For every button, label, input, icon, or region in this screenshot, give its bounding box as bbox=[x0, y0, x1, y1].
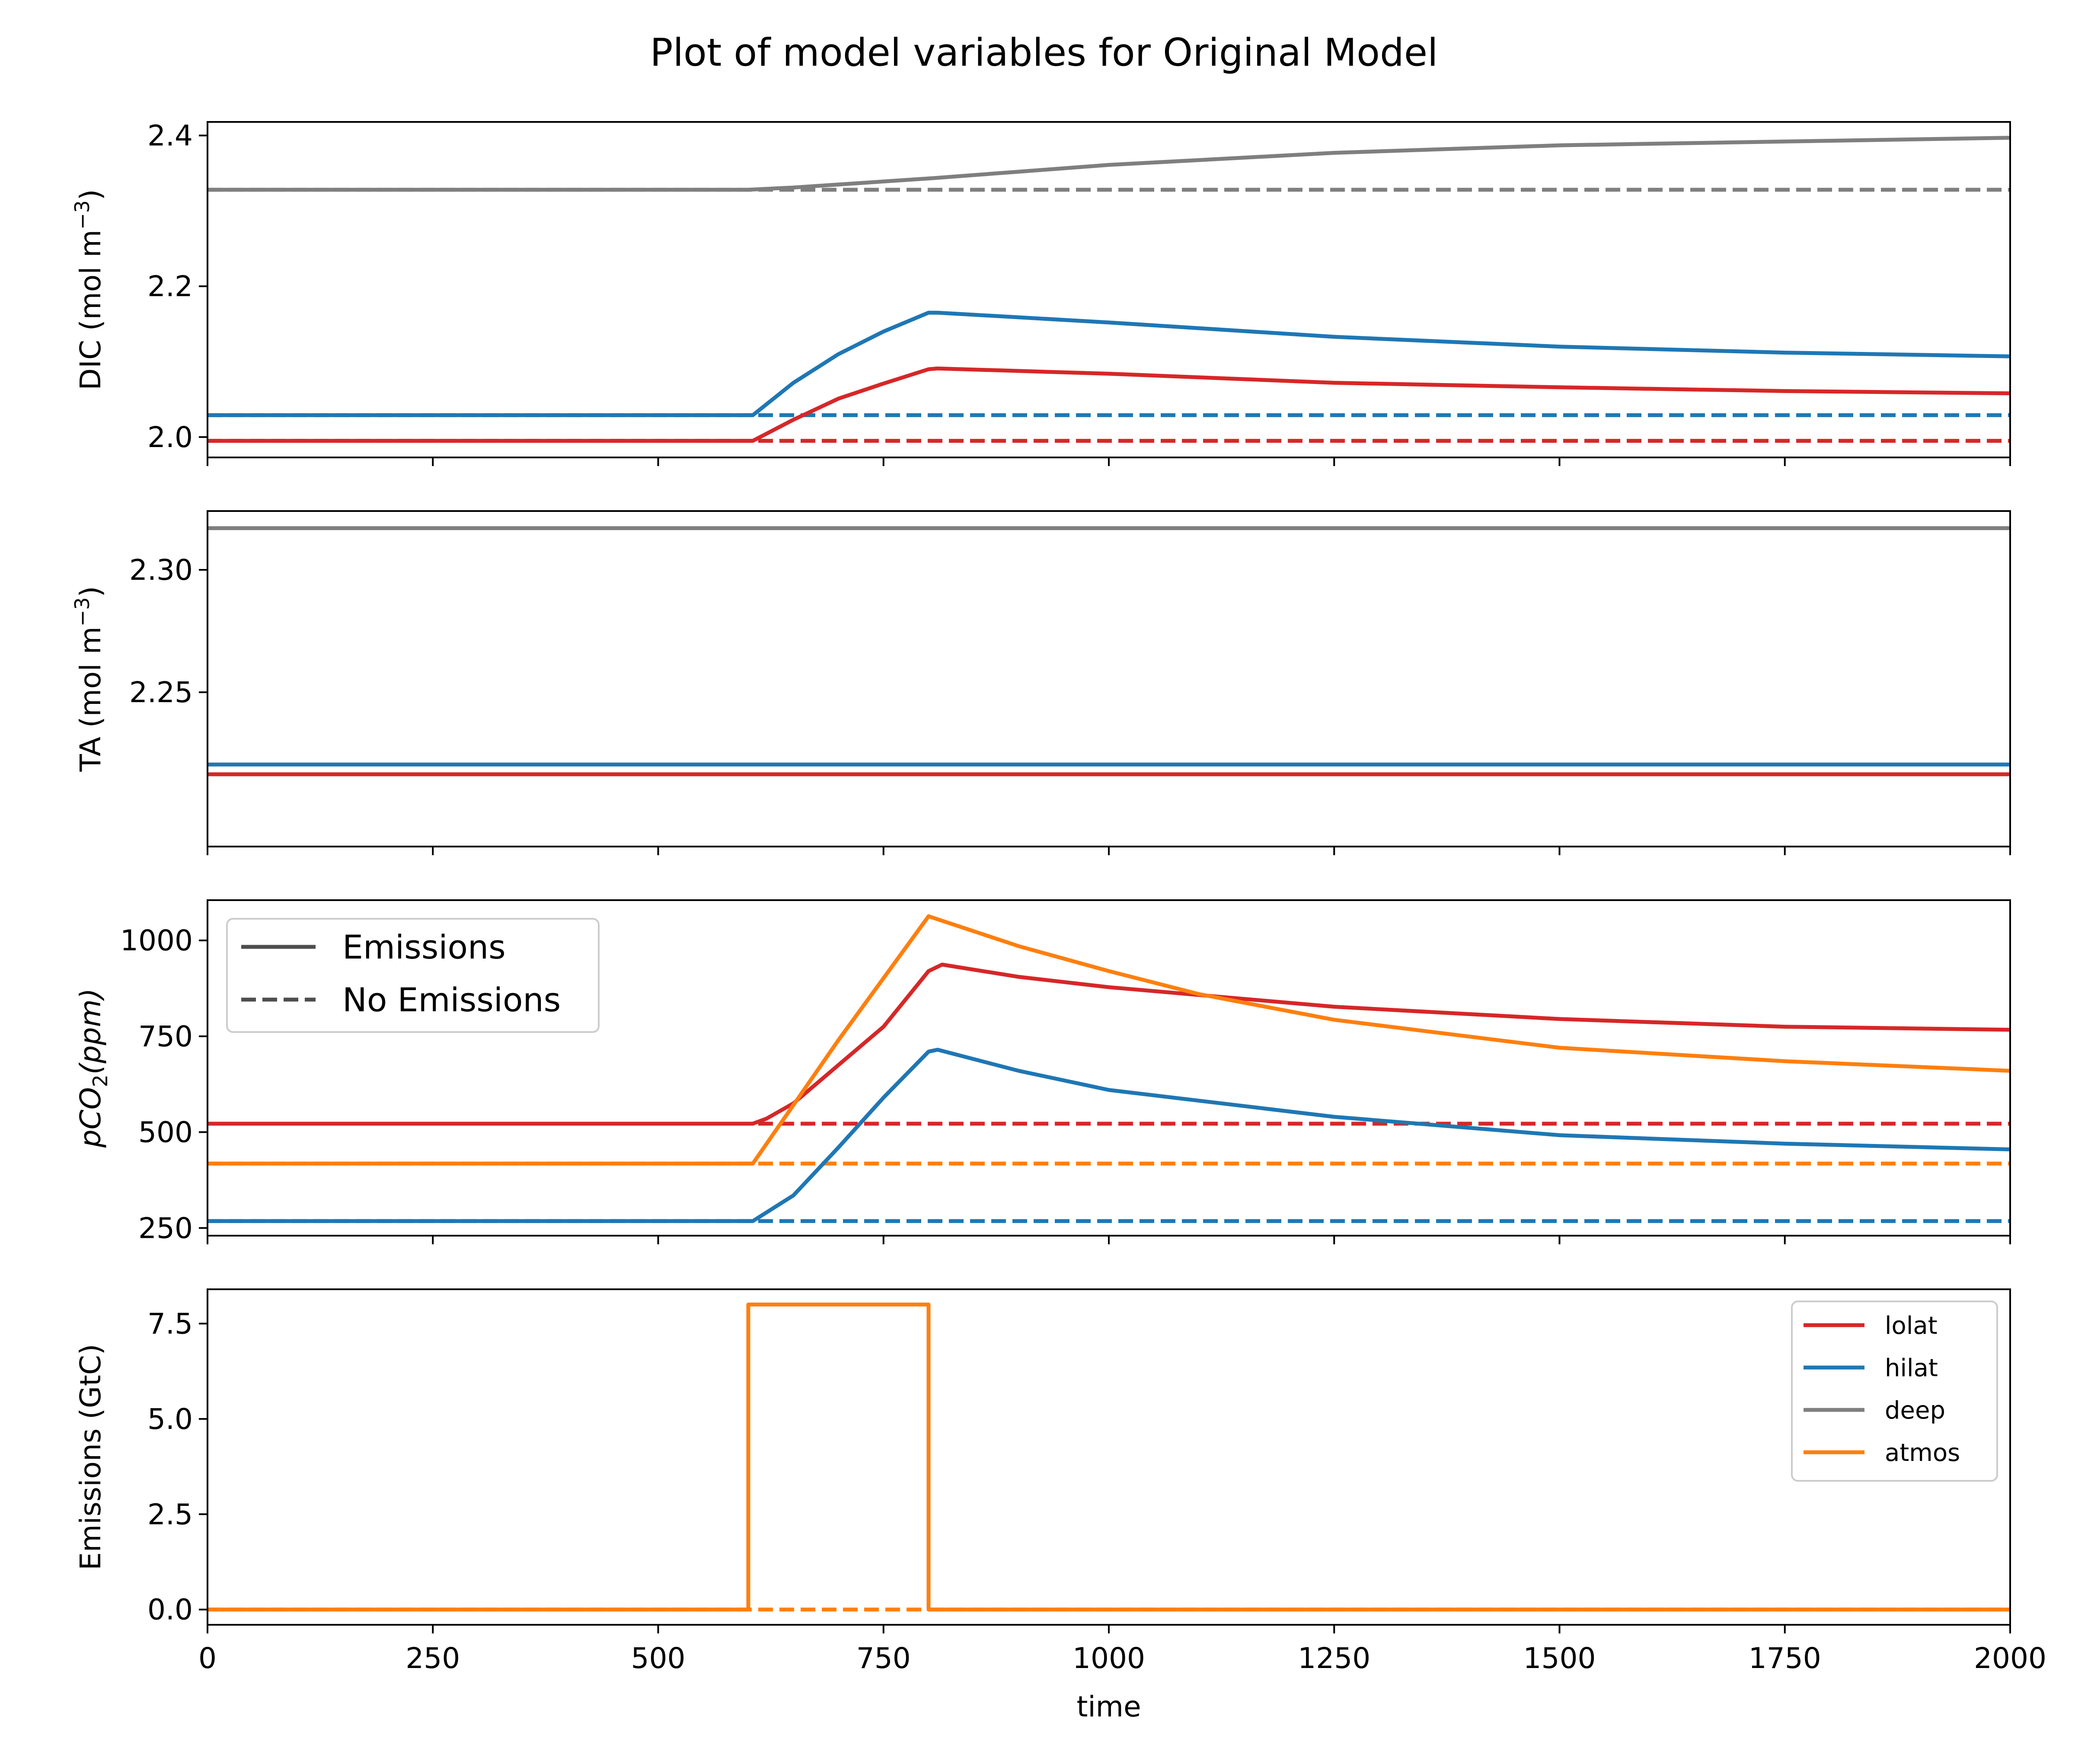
y-tick-label-dic: 2.0 bbox=[147, 421, 193, 454]
style-legend: Emissions No Emissions bbox=[226, 918, 600, 1033]
series-legend-label-hilat: hilat bbox=[1885, 1354, 1938, 1382]
x-tick-label: 750 bbox=[856, 1642, 911, 1675]
y-tick-label-pco2: 750 bbox=[138, 1020, 193, 1053]
panel-ta-series bbox=[208, 526, 2010, 777]
chart-title: Plot of model variables for Original Mod… bbox=[650, 30, 1438, 75]
series-line-pco2-hilat-emissions bbox=[208, 1048, 2010, 1223]
style-legend-label: Emissions bbox=[342, 928, 506, 966]
x-tick-label: 1250 bbox=[1298, 1642, 1370, 1675]
y-axis-label-sub: 2 bbox=[89, 1074, 112, 1087]
series-line-dic-hilat-emissions bbox=[208, 310, 2010, 417]
x-tick-label: 250 bbox=[405, 1642, 460, 1675]
y-tick-label-pco2: 500 bbox=[138, 1116, 193, 1149]
y-axis-label-sup: −3 bbox=[70, 200, 94, 230]
y-tick-label-dic: 2.2 bbox=[147, 270, 193, 303]
y-axis-label-tail: ) bbox=[74, 189, 107, 201]
series-legend-box bbox=[1791, 1301, 1998, 1482]
y-axis-label-tail: ) bbox=[74, 586, 107, 598]
series-legend-label-atmos: atmos bbox=[1885, 1439, 1960, 1467]
y-tick-label-dic: 2.4 bbox=[147, 119, 193, 152]
x-tick-label: 1000 bbox=[1073, 1642, 1145, 1675]
series-legend: lolat hilat deep atmos bbox=[1791, 1301, 1998, 1482]
y-axis-label-tail: (ppm) bbox=[74, 988, 107, 1075]
panel-dic-series bbox=[208, 136, 2010, 443]
y-tick-label-pco2: 250 bbox=[138, 1211, 193, 1245]
style-legend-box bbox=[226, 918, 600, 1033]
y-tick-label-emissions: 0.0 bbox=[147, 1593, 193, 1627]
series-legend-label-lolat: lolat bbox=[1885, 1312, 1938, 1340]
series-line-dic-lolat-emissions bbox=[208, 366, 2010, 443]
panel-pco2-series bbox=[208, 914, 2010, 1223]
series-line-dic-deep-emissions bbox=[208, 136, 2010, 192]
panel-emissions-series bbox=[208, 1302, 2010, 1612]
y-tick-label-ta: 2.25 bbox=[129, 676, 193, 709]
x-tick-label: 1750 bbox=[1749, 1642, 1821, 1675]
y-tick-label-emissions: 2.5 bbox=[147, 1498, 193, 1531]
y-tick-label-ta: 2.30 bbox=[129, 553, 193, 587]
x-tick-label: 0 bbox=[198, 1642, 217, 1675]
x-tick-label: 2000 bbox=[1974, 1642, 2046, 1675]
series-line-pco2-atmos-emissions bbox=[208, 914, 2010, 1166]
y-axis-label-pco2: pCO2(ppm) bbox=[74, 988, 112, 1148]
style-legend-label: No Emissions bbox=[342, 981, 561, 1019]
series-line-emissions-atmos-emissions bbox=[208, 1302, 2010, 1612]
y-tick-label-pco2: 1000 bbox=[120, 924, 193, 957]
series-line-pco2-lolat-emissions bbox=[208, 962, 2010, 1126]
y-tick-label-emissions: 5.0 bbox=[147, 1403, 193, 1436]
panel-emissions: 0.0 2.5 5.0 7.5 0 250 500 750 1000 1250 1500 1750 20… bbox=[74, 1288, 2046, 1723]
series-legend-label-deep: deep bbox=[1885, 1396, 1945, 1425]
x-tick-label: 1500 bbox=[1523, 1642, 1596, 1675]
y-axis-label-emissions: Emissions (GtC) bbox=[74, 1344, 107, 1570]
y-axis-label-main: pCO bbox=[74, 1087, 107, 1148]
x-tick-label: 500 bbox=[631, 1642, 686, 1675]
y-tick-label-emissions: 7.5 bbox=[147, 1307, 193, 1340]
x-axis-label: time bbox=[1076, 1690, 1141, 1723]
y-axis-label-sup: −3 bbox=[70, 597, 94, 626]
legend-layer: Emissions No Emissions lolat hilat deep atmos bbox=[226, 918, 1998, 1482]
